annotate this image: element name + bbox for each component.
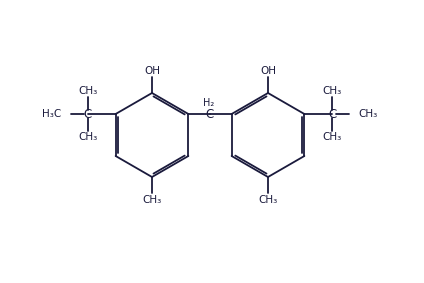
Text: CH₃: CH₃: [78, 86, 97, 96]
Text: C: C: [206, 108, 214, 121]
Text: CH₃: CH₃: [323, 86, 342, 96]
Text: CH₃: CH₃: [358, 109, 378, 119]
Text: CH₃: CH₃: [142, 195, 162, 205]
Text: C: C: [328, 108, 337, 121]
Text: C: C: [84, 108, 92, 121]
Text: OH: OH: [144, 66, 160, 76]
Text: OH: OH: [260, 66, 276, 76]
Text: CH₃: CH₃: [323, 132, 342, 142]
Text: H₃C: H₃C: [42, 109, 61, 119]
Text: CH₃: CH₃: [78, 132, 97, 142]
Text: H₂: H₂: [204, 98, 215, 108]
Text: CH₃: CH₃: [258, 195, 278, 205]
